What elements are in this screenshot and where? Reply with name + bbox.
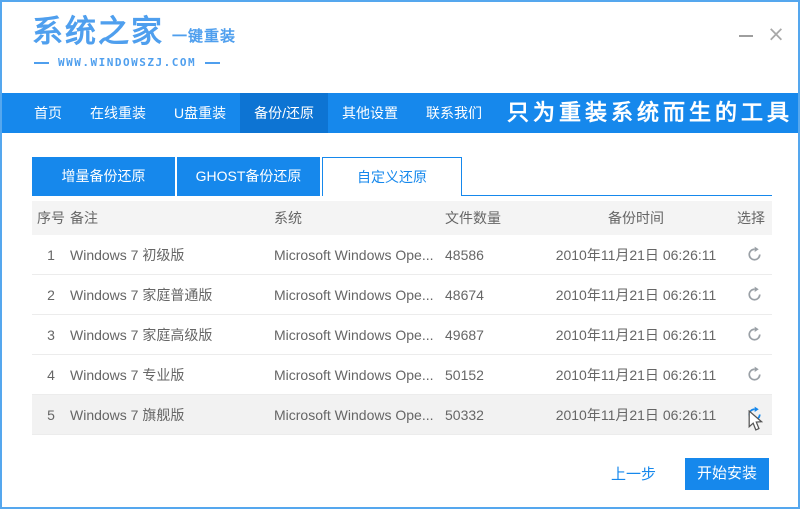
decorative-dash-left bbox=[34, 61, 49, 64]
table-header: 序号 备注 系统 文件数量 备份时间 选择 bbox=[32, 201, 772, 235]
row-remark: Windows 7 初级版 bbox=[70, 246, 185, 263]
tab-1[interactable]: GHOST备份还原 bbox=[177, 157, 320, 196]
col-header-select: 选择 bbox=[737, 210, 765, 226]
row-select-cell bbox=[737, 246, 772, 263]
row-system: Microsoft Windows Ope... bbox=[274, 286, 434, 303]
previous-step-button[interactable]: 上一步 bbox=[611, 463, 656, 484]
row-remark: Windows 7 家庭高级版 bbox=[70, 326, 213, 343]
row-select-cell bbox=[737, 366, 772, 383]
col-header-system: 系统 bbox=[274, 210, 302, 226]
logo-title: 系统之家 bbox=[32, 14, 164, 49]
app-logo: 系统之家 一键重装 WWW.WINDOWSZJ.COM bbox=[32, 16, 236, 69]
row-system: Microsoft Windows Ope... bbox=[274, 246, 434, 263]
minimize-button[interactable] bbox=[736, 26, 756, 46]
row-backup-time: 2010年11月21日 06:26:11 bbox=[555, 286, 717, 303]
row-file-count: 49687 bbox=[445, 326, 484, 343]
row-remark: Windows 7 旗舰版 bbox=[70, 406, 185, 423]
row-remark: Windows 7 专业版 bbox=[70, 366, 185, 383]
refresh-select-icon[interactable] bbox=[746, 246, 763, 263]
minus-icon bbox=[739, 35, 753, 37]
row-select-cell bbox=[737, 406, 772, 423]
col-header-remark: 备注 bbox=[70, 210, 98, 226]
nav-slogan: 只为重装系统而生的工具 bbox=[506, 100, 793, 125]
table-row[interactable]: 1 Windows 7 初级版 Microsoft Windows Ope... 48… bbox=[32, 235, 772, 275]
nav-item-5[interactable]: 联系我们 bbox=[426, 105, 483, 121]
nav-item-3[interactable]: 备份/还原 bbox=[240, 93, 329, 133]
row-select-cell bbox=[737, 286, 772, 303]
table-row[interactable]: 3 Windows 7 家庭高级版 Microsoft Windows Ope...… bbox=[32, 315, 772, 355]
row-backup-time: 2010年11月21日 06:26:11 bbox=[555, 246, 717, 263]
backup-tabs: 增量备份还原 GHOST备份还原 自定义还原 bbox=[32, 157, 772, 196]
row-select-cell bbox=[737, 326, 772, 343]
row-backup-time: 2010年11月21日 06:26:11 bbox=[555, 406, 717, 423]
table-row[interactable]: 2 Windows 7 家庭普通版 Microsoft Windows Ope...… bbox=[32, 275, 772, 315]
row-index: 3 bbox=[47, 326, 55, 343]
col-header-index: 序号 bbox=[37, 210, 65, 226]
tab-2[interactable]: 自定义还原 bbox=[322, 157, 462, 196]
nav-item-4[interactable]: 其他设置 bbox=[342, 105, 399, 121]
row-backup-time: 2010年11月21日 06:26:11 bbox=[555, 366, 717, 383]
tab-0[interactable]: 增量备份还原 bbox=[32, 157, 175, 196]
start-install-button[interactable]: 开始安装 bbox=[685, 458, 769, 490]
row-index: 4 bbox=[47, 366, 55, 383]
row-backup-time: 2010年11月21日 06:26:11 bbox=[555, 326, 717, 343]
row-file-count: 50332 bbox=[445, 406, 484, 423]
table-row[interactable]: 5 Windows 7 旗舰版 Microsoft Windows Ope... 50… bbox=[32, 395, 772, 435]
nav-item-0[interactable]: 首页 bbox=[34, 105, 62, 121]
title-bar: 系统之家 一键重装 WWW.WINDOWSZJ.COM × bbox=[2, 2, 798, 93]
row-system: Microsoft Windows Ope... bbox=[274, 366, 434, 383]
main-nav: 首页 在线重装 U盘重装 备份/还原 其他设置 联系我们 只为重装系统而生的工具 bbox=[2, 93, 798, 133]
close-button[interactable]: × bbox=[764, 20, 788, 48]
row-index: 5 bbox=[47, 406, 55, 423]
decorative-dash-right bbox=[205, 61, 221, 64]
nav-item-2[interactable]: U盘重装 bbox=[174, 105, 227, 121]
refresh-select-icon[interactable] bbox=[746, 366, 763, 383]
nav-item-1[interactable]: 在线重装 bbox=[90, 105, 146, 121]
col-header-time: 备份时间 bbox=[608, 210, 664, 226]
row-system: Microsoft Windows Ope... bbox=[274, 326, 434, 343]
logo-website: WWW.WINDOWSZJ.COM bbox=[58, 56, 197, 69]
row-index: 2 bbox=[47, 286, 55, 303]
refresh-select-icon[interactable] bbox=[746, 326, 763, 343]
row-file-count: 50152 bbox=[445, 366, 484, 383]
row-file-count: 48674 bbox=[445, 286, 484, 303]
table-body: 1 Windows 7 初级版 Microsoft Windows Ope... 48… bbox=[32, 235, 772, 435]
row-index: 1 bbox=[47, 246, 55, 263]
tab-underline bbox=[462, 157, 772, 196]
x-icon: × bbox=[767, 22, 785, 46]
table-row[interactable]: 4 Windows 7 专业版 Microsoft Windows Ope... 50… bbox=[32, 355, 772, 395]
col-header-files: 文件数量 bbox=[445, 210, 501, 226]
row-system: Microsoft Windows Ope... bbox=[274, 406, 434, 423]
logo-subtitle: 一键重装 bbox=[172, 28, 237, 45]
row-file-count: 48586 bbox=[445, 246, 484, 263]
row-remark: Windows 7 家庭普通版 bbox=[70, 286, 213, 303]
refresh-select-icon[interactable] bbox=[746, 406, 763, 423]
refresh-select-icon[interactable] bbox=[746, 286, 763, 303]
